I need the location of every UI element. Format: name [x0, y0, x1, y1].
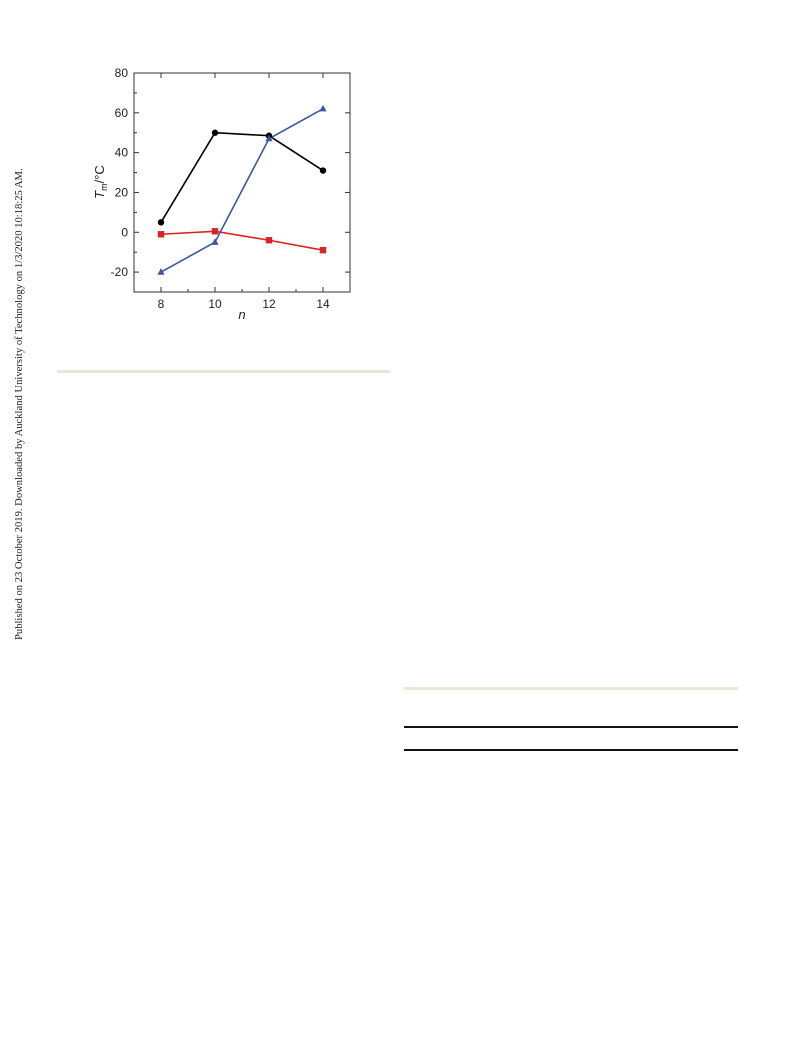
data-point-circle [319, 167, 327, 174]
y-axis-label: Tm/°C [92, 165, 109, 199]
x-tick-label: 14 [316, 297, 330, 311]
data-point-triangle [319, 104, 327, 112]
figure-divider [57, 370, 390, 373]
series-lines [160, 108, 324, 273]
publication-note: Published on 23 October 2019. Downloaded… [14, 168, 25, 640]
series-markers [157, 104, 327, 275]
tm-vs-n-chart: 8 10 12 14 -20 0 20 40 60 80 n Tm/°C [92, 66, 351, 320]
x-tick-label: 12 [262, 297, 276, 311]
data-point-triangle [157, 268, 165, 275]
table-top-rule [404, 726, 738, 728]
y-tick-label: 40 [115, 146, 129, 160]
x-tick-label: 10 [208, 297, 222, 311]
x-axis-label: n [238, 307, 245, 320]
data-point-circle [157, 219, 165, 226]
series-line-circle [160, 131, 324, 223]
tick-marks [133, 72, 351, 293]
series-line-square [160, 230, 324, 251]
plot-frame [133, 72, 351, 293]
data-point-square [265, 237, 273, 244]
y-tick-label: 0 [121, 225, 128, 239]
table-caption-divider [404, 687, 738, 690]
data-point-circle [211, 129, 219, 136]
data-point-triangle [211, 238, 219, 245]
y-tick-label: 20 [115, 185, 129, 199]
y-tick-label: 80 [115, 66, 129, 80]
tick-labels: 8 10 12 14 -20 0 20 40 60 80 [111, 66, 330, 311]
data-point-square [157, 231, 165, 238]
y-tick-label: -20 [111, 265, 129, 279]
data-point-square [319, 246, 327, 254]
series-line-triangle [160, 108, 324, 273]
data-point-triangle [265, 134, 273, 142]
data-point-square [211, 228, 219, 235]
x-tick-label: 8 [158, 297, 165, 311]
table-header-rule [404, 749, 738, 751]
y-tick-label: 60 [115, 106, 129, 120]
